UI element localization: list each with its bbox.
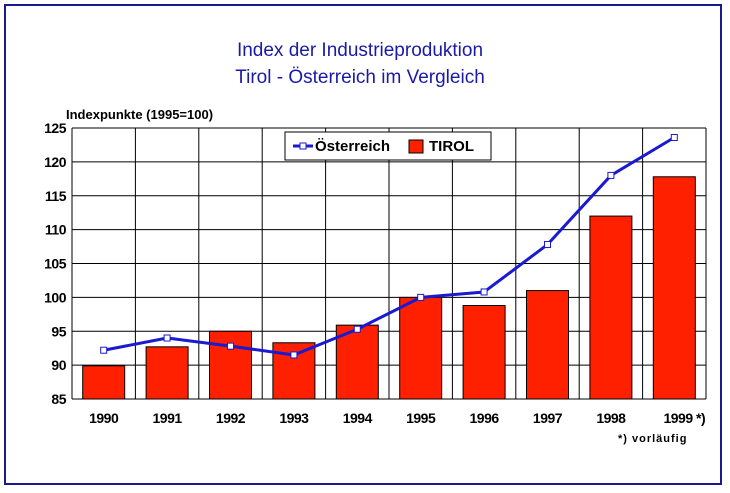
bar-tirol [526, 290, 569, 400]
y-tick-label: 105 [44, 256, 67, 272]
y-tick-label: 125 [44, 120, 67, 136]
x-tick-label: 1994 [343, 410, 373, 426]
legend-box [284, 131, 492, 161]
chart-frame: Index der Industrieproduktion Tirol - Ös… [4, 4, 722, 485]
legend-marker-oesterreich [299, 142, 307, 150]
point-oesterreich [480, 288, 488, 296]
bar-tirol [462, 305, 506, 400]
point-oesterreich [100, 346, 108, 354]
bar-tirol [589, 215, 633, 400]
bar-tirol [335, 324, 379, 400]
y-tick-label: 85 [51, 391, 66, 407]
bar-tirol [652, 176, 696, 400]
x-tick-label: 1995 [406, 410, 436, 426]
point-oesterreich [290, 351, 298, 359]
x-tick-label: 1996 [470, 410, 500, 426]
y-tick-label: 95 [51, 323, 66, 339]
x-tick-label: 1997 [533, 410, 563, 426]
bar-tirol [272, 342, 316, 400]
y-tick-label: 90 [51, 357, 66, 373]
point-oesterreich [670, 133, 678, 141]
point-oesterreich [417, 293, 425, 301]
bar-tirol [399, 296, 443, 400]
x-tick-label: 1991 [153, 410, 183, 426]
bar-tirol [145, 346, 189, 400]
point-oesterreich [163, 334, 171, 342]
x-tick-label: 1999 *) [663, 410, 705, 426]
x-tick-label: 1993 [279, 410, 309, 426]
legend-label-oesterreich: Österreich [315, 138, 390, 155]
plot-area: 85 90 95 100 105 110 115 120 125 1990 1991 1992 1993… [44, 120, 707, 426]
y-tick-label: 120 [44, 154, 67, 170]
y-tick-label: 100 [44, 289, 67, 305]
line-oesterreich [103, 136, 676, 357]
bar-tirol [82, 365, 126, 400]
x-tick-label: 1990 [89, 410, 119, 426]
footnote: *) vorläufig [618, 433, 687, 445]
bar-tirol [209, 330, 252, 400]
chart: Index der Industrieproduktion Tirol - Ös… [44, 40, 707, 445]
x-tick-label: 1992 [216, 410, 246, 426]
point-oesterreich [544, 241, 551, 249]
legend-swatch-tirol [408, 139, 424, 154]
point-oesterreich [353, 325, 361, 333]
x-tick-label: 1998 [596, 410, 626, 426]
y-axis-label: Indexpunkte (1995=100) [66, 107, 213, 122]
y-tick-label: 110 [45, 222, 67, 238]
chart-title: Index der Industrieproduktion [237, 40, 483, 61]
point-oesterreich [607, 171, 615, 179]
point-oesterreich [227, 342, 234, 350]
legend-label-tirol: TIROL [429, 138, 474, 155]
y-tick-label: 115 [45, 188, 67, 204]
chart-subtitle: Tirol - Österreich im Vergleich [235, 67, 485, 88]
